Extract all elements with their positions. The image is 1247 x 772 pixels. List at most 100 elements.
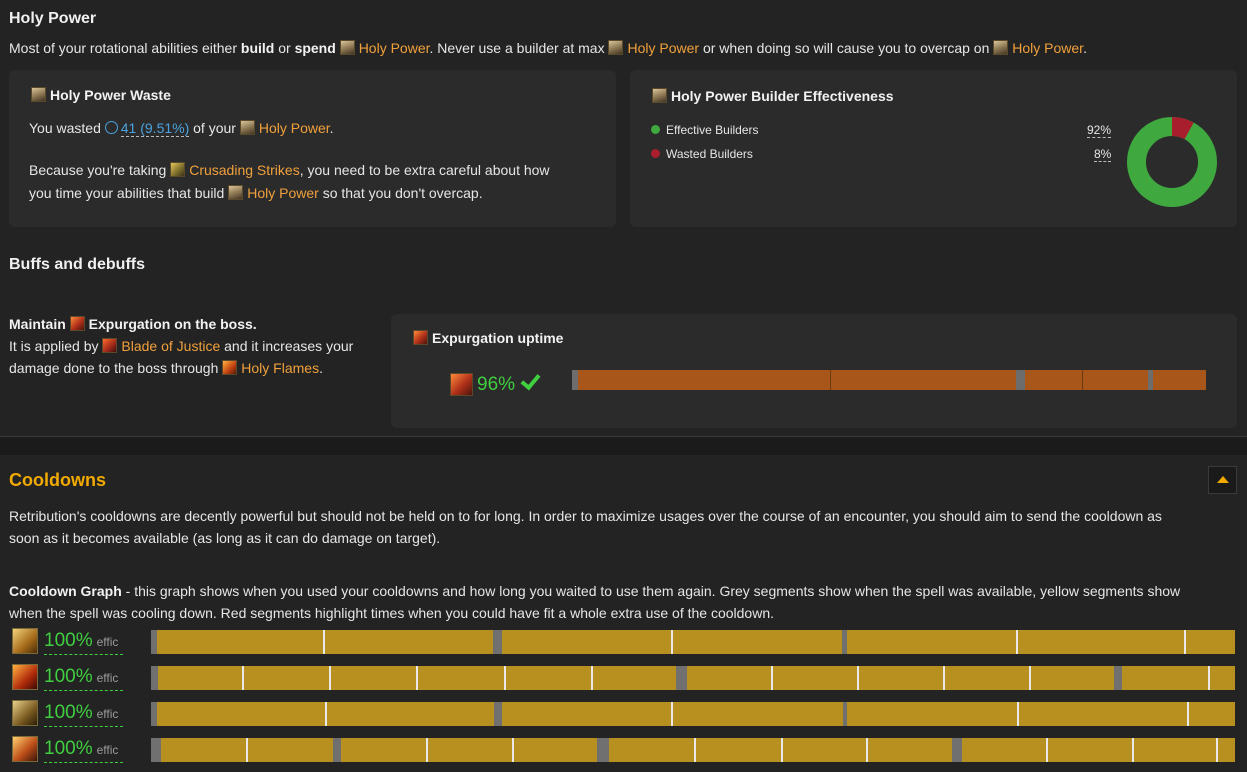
cooldown-percent: 100%: [44, 630, 93, 651]
effic-label: effic: [96, 707, 119, 721]
cast-tick: [329, 666, 331, 690]
cast-tick: [781, 738, 783, 762]
crusading-strikes-link[interactable]: Crusading Strikes: [189, 162, 300, 178]
legend-wasted: Wasted Builders: [651, 147, 753, 161]
cast-tick: [671, 630, 673, 654]
cooldown-bar: [151, 666, 1235, 690]
waste-title-text: Waste: [126, 87, 171, 103]
holy-power-link[interactable]: Holy Power: [50, 87, 127, 103]
wake-of-ashes-icon: [12, 664, 38, 690]
cooldown-percent: 100%: [44, 666, 93, 687]
final-verdict-icon: [12, 628, 38, 654]
damage-text: damage done to the boss through: [9, 360, 223, 376]
crusading-strikes-icon: [170, 162, 186, 177]
buffs-heading: Buffs and debuffs: [9, 256, 145, 273]
cooldown-graph-text-1: Cooldown Graph - this graph shows when y…: [9, 583, 1180, 599]
wasted-value[interactable]: 41 (9.51%): [120, 120, 190, 137]
blade-of-justice-link[interactable]: Blade of Justice: [121, 338, 221, 354]
collapse-button[interactable]: [1208, 466, 1237, 494]
uptime-title-text: uptime: [513, 330, 564, 346]
cooldown-row: 100% effic: [0, 664, 1247, 694]
cast-tick: [591, 666, 593, 690]
expurgation-maintain: Maintain Expurgation on the boss.: [9, 316, 257, 332]
donut-effective-slice: [1127, 117, 1217, 207]
legend-effective-value[interactable]: 92%: [1087, 123, 1112, 138]
cooldown-bar: [151, 738, 1235, 762]
uptime-gap: [1148, 370, 1153, 390]
expurgation-link[interactable]: Expurgation: [432, 330, 514, 346]
available-segment: [493, 630, 502, 654]
efficiency-underline: [44, 762, 123, 763]
cast-tick: [1187, 702, 1189, 726]
cast-tick: [857, 666, 859, 690]
holy-flames-link[interactable]: Holy Flames: [241, 360, 320, 376]
uptime-summary: 96%: [450, 369, 541, 396]
cast-tick: [771, 666, 773, 690]
cast-tick: [323, 630, 325, 654]
cast-tick: [416, 666, 418, 690]
expurgation-icon: [69, 316, 85, 331]
cast-tick: [504, 666, 506, 690]
cast-tick: [242, 666, 244, 690]
uptime-divider: [830, 370, 831, 390]
efficiency-underline: [44, 654, 123, 655]
effic-label: effic: [96, 743, 119, 757]
efficiency-underline: [44, 690, 123, 691]
cast-tick: [1208, 666, 1210, 690]
cooldown-efficiency: 100% effic: [44, 702, 118, 724]
holy-power-link[interactable]: Holy Power: [671, 88, 748, 104]
cooldown-efficiency: 100% effic: [44, 666, 118, 688]
available-segment: [151, 630, 157, 654]
damage-text: .: [319, 360, 323, 376]
cast-tick: [246, 738, 248, 762]
cooldown-percent: 100%: [44, 702, 93, 723]
waste-panel-title: Holy Power Waste: [31, 87, 171, 103]
cast-tick: [1029, 666, 1031, 690]
expurgation-link[interactable]: Expurgation: [88, 316, 171, 332]
cooldowns-heading: Cooldowns: [9, 470, 106, 490]
holy-power-link[interactable]: Holy Power: [358, 40, 430, 56]
cooldown-efficiency: 100% effic: [44, 738, 118, 760]
execution-sentence-icon: [12, 736, 38, 762]
cast-tick: [1132, 738, 1134, 762]
cast-tick: [512, 738, 514, 762]
holy-power-link[interactable]: Holy Power: [258, 120, 330, 136]
available-segment: [151, 702, 157, 726]
legend-wasted-value[interactable]: 8%: [1094, 147, 1112, 162]
intro-text: or when doing so will cause you to overc…: [699, 40, 994, 56]
holy-power-link[interactable]: Holy Power: [1012, 40, 1084, 56]
available-segment: [842, 630, 847, 654]
cast-tick: [1216, 738, 1218, 762]
cast-tick: [694, 738, 696, 762]
divine-toll-icon: [12, 700, 38, 726]
uptime-title: Expurgation uptime: [413, 330, 563, 346]
uptime-percent: 96%: [477, 374, 516, 395]
holy-power-link[interactable]: Holy Power: [247, 185, 319, 201]
cooldown-percent: 100%: [44, 738, 93, 759]
red-dot-icon: [651, 149, 660, 158]
note-text: you time your abilities that build: [29, 185, 229, 201]
applied-text: It is applied by: [9, 338, 103, 354]
holy-power-icon: [339, 40, 355, 55]
holy-power-icon: [239, 120, 255, 135]
note-text: so that you don't overcap.: [318, 185, 483, 201]
note-text: Because you're taking: [29, 162, 171, 178]
holy-flames-icon: [222, 360, 238, 375]
holy-power-link[interactable]: Holy Power: [627, 40, 700, 56]
note-text: , you need to be extra careful about how: [299, 162, 550, 178]
expurgation-damage: damage done to the boss through Holy Fla…: [9, 360, 323, 376]
cooldown-graph-text-2: when the spell was cooling down. Red seg…: [9, 605, 775, 621]
cooldown-bar: [151, 630, 1235, 654]
available-segment: [1114, 666, 1122, 690]
crusading-note-1: Because you're taking Crusading Strikes,…: [29, 162, 550, 178]
intro-build: build: [240, 40, 275, 56]
holy-power-icon: [228, 185, 244, 200]
graph-text: - this graph shows when you used your co…: [121, 583, 1181, 599]
uptime-gap: [572, 370, 578, 390]
available-segment: [676, 666, 687, 690]
effectiveness-title: Holy Power Builder Effectiveness: [652, 88, 894, 104]
effectiveness-title-text: Builder Effectiveness: [747, 88, 894, 104]
intro-spend: spend: [294, 40, 336, 56]
cooldowns-description-2: soon as it becomes available (as long as…: [9, 530, 441, 546]
effectiveness-donut-chart: [1127, 117, 1217, 207]
